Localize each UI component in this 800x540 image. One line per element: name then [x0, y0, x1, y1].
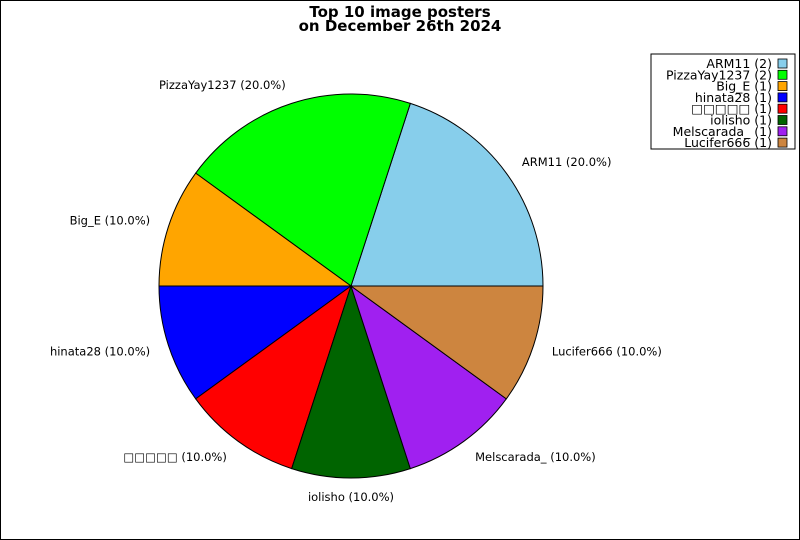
legend-swatch	[777, 81, 788, 91]
legend-entry: Lucifer666 (1)	[684, 135, 772, 150]
pie-slice-4	[194, 284, 352, 470]
legend-swatch	[777, 126, 788, 137]
legend: ARM11 (2)PizzaYay1237 (2)Big_E (1)hinata…	[650, 53, 796, 150]
slice-label: PizzaYay1237 (20.0%)	[159, 78, 286, 92]
legend-entry: ARM11 (2)	[706, 56, 772, 71]
legend-entry: hinata28 (1)	[695, 90, 772, 105]
pie-slice-2	[158, 172, 353, 287]
pie-slice-5	[291, 284, 411, 479]
pie-slice-3	[158, 285, 353, 400]
legend-entry: □□□□□ (1)	[691, 101, 772, 116]
legend-swatch	[777, 92, 788, 103]
chart-title-line-2: on December 26th 2024	[299, 17, 502, 35]
legend-entry: Melscarada_ (1)	[673, 124, 772, 139]
slice-label: ARM11 (20.0%)	[522, 155, 612, 169]
legend-entry: iolisho (1)	[710, 113, 772, 128]
legend-box	[650, 53, 796, 150]
slice-label: Lucifer666 (10.0%)	[552, 344, 662, 358]
legend-swatch	[777, 69, 788, 80]
chart-title-line-1: Top 10 image posters	[309, 3, 490, 21]
slice-label: iolisho (10.0%)	[308, 490, 394, 504]
pie-slice-1	[194, 93, 411, 287]
slice-label: Big_E (10.0%)	[70, 214, 151, 228]
pie-slice-0	[350, 102, 544, 287]
pie-slice-6	[350, 284, 508, 470]
slice-label: hinata28 (10.0%)	[50, 344, 150, 358]
legend-swatch	[777, 137, 788, 148]
legend-swatch	[777, 103, 788, 114]
slice-label: □□□□□ (10.0%)	[123, 450, 227, 464]
pie-slice-7	[349, 285, 544, 400]
legend-entry: Big_E (1)	[716, 79, 772, 94]
legend-swatch	[777, 115, 788, 125]
legend-swatch	[777, 58, 788, 69]
slice-label: Melscarada_ (10.0%)	[475, 450, 596, 464]
legend-entry: PizzaYay1237 (2)	[666, 67, 772, 82]
